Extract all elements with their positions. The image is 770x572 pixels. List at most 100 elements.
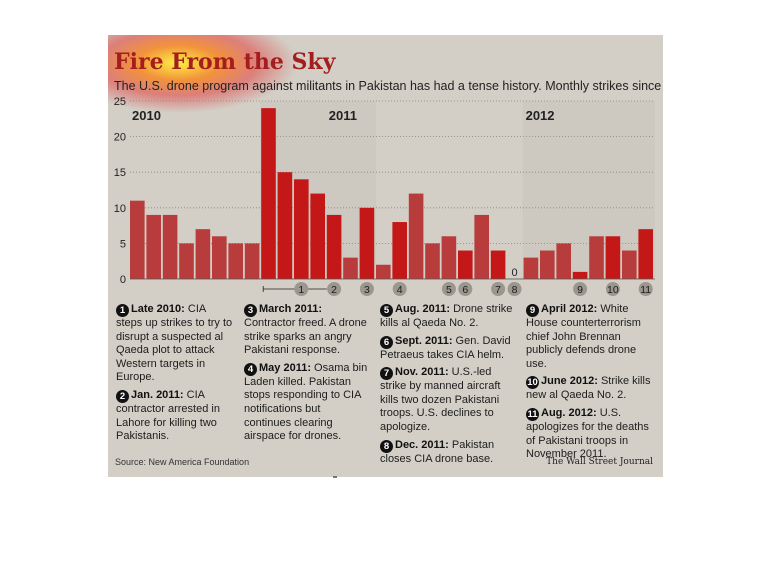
bar	[359, 207, 375, 279]
chart-subtitle: The U.S. drone program against militants…	[114, 79, 663, 93]
event-marker-label: 11	[640, 284, 651, 296]
bar	[392, 222, 407, 279]
event-marker	[392, 282, 407, 296]
event-text: White House counterterrorism chief John …	[526, 303, 641, 370]
event-date: Dec. 2011:	[395, 438, 449, 451]
event-item: 3 March 2011: Contractor freed. A drone s…	[244, 303, 369, 358]
y-tick-label: 25	[114, 96, 126, 108]
event-number-badge: 2	[116, 389, 129, 403]
event-item: 7 Nov. 2011: U.S.-led strike by manned ai…	[380, 366, 514, 434]
event-date: April 2012:	[541, 303, 598, 315]
event-number-badge: 6	[380, 335, 393, 349]
event-marker	[638, 282, 653, 296]
zero-value-label: 0	[511, 267, 517, 279]
event-marker	[605, 282, 620, 296]
event-number-badge: 10	[526, 376, 539, 390]
year-label: 2012	[526, 108, 555, 123]
event-number-badge: 5	[380, 304, 393, 317]
bar	[343, 257, 358, 279]
event-item: 11 Aug. 2012: U.S. apologizes for the dea…	[526, 407, 658, 462]
bar	[179, 243, 194, 279]
event-marker-label: 1	[298, 284, 304, 296]
event-text: CIA contractor arrested in Lahore for ki…	[116, 388, 220, 443]
bar	[490, 250, 506, 279]
event-marker-label: 2	[331, 284, 337, 296]
year-label: 2010	[132, 108, 161, 123]
event-number-badge: 3	[244, 304, 257, 317]
bar	[622, 250, 637, 279]
event-text: Pakistan closes CIA drone base.	[380, 438, 495, 465]
events-column-3: 5 Aug. 2011: Drone strike kills al Qaeda …	[380, 303, 514, 470]
events-column-2: 3 March 2011: Contractor freed. A drone s…	[244, 303, 369, 448]
bar	[310, 193, 325, 279]
bar	[326, 214, 342, 279]
bar	[638, 229, 653, 279]
bar	[605, 236, 621, 279]
bar	[556, 243, 571, 279]
event-text: U.S.-led strike by manned aircraft kills…	[380, 366, 501, 433]
divider-mark	[333, 476, 337, 478]
event-item: 4 May 2011: Osama bin Laden killed. Pakis…	[244, 362, 369, 444]
event-marker	[458, 282, 473, 296]
event-item: 10 June 2012: Strike kills new al Qaeda N…	[526, 375, 658, 403]
highlight-overlay	[108, 35, 368, 145]
source-note: Source: New America Foundation	[115, 457, 250, 467]
bar	[228, 243, 243, 279]
bar	[195, 229, 211, 279]
events-column-1: 1 Late 2010: CIA steps up strikes to try …	[116, 303, 234, 448]
event-number-badge: 11	[526, 407, 539, 421]
event-marker	[294, 282, 309, 296]
event-date: May 2011:	[259, 361, 311, 374]
event-date: Jan. 2011:	[131, 388, 184, 401]
event-number-badge: 4	[244, 362, 257, 376]
event-text: U.S. apologizes for the deaths of Pakist…	[526, 406, 649, 461]
event-marker	[491, 282, 506, 296]
event-text: Drone strike kills al Qaeda No. 2.	[380, 303, 513, 329]
event-item: 6 Sept. 2011: Gen. David Petraeus takes C…	[380, 335, 514, 363]
event-item: 1 Late 2010: CIA steps up strikes to try …	[116, 303, 234, 385]
y-tick-label: 10	[114, 203, 126, 215]
event-marker-label: 8	[512, 284, 518, 296]
event-date: June 2012:	[541, 375, 598, 388]
bar	[441, 236, 457, 279]
bar	[244, 243, 260, 279]
event-text: Gen. David Petraeus takes CIA helm.	[380, 334, 511, 361]
year-band	[522, 101, 655, 279]
bar	[130, 200, 145, 279]
event-item: 8 Dec. 2011: Pakistan closes CIA drone ba…	[380, 439, 514, 467]
event-number-badge: 8	[380, 439, 393, 453]
bar	[425, 243, 440, 279]
event-number-badge: 7	[380, 367, 393, 381]
y-tick-label: 15	[114, 167, 126, 179]
bar	[458, 250, 473, 279]
event-marker-label: 3	[364, 284, 370, 296]
year-label: 2011	[329, 108, 357, 123]
bar	[294, 179, 309, 279]
event-marker	[441, 282, 456, 296]
bar	[589, 236, 604, 279]
event-date: Nov. 2011:	[395, 366, 449, 379]
chart-title: Fire From the Sky	[114, 49, 336, 75]
bar	[277, 172, 293, 279]
bar	[376, 264, 391, 279]
event-item: 9 April 2012: White House counterterroris…	[526, 303, 658, 371]
publisher-credit: The Wall Street Journal	[546, 457, 653, 467]
y-tick-label: 0	[120, 274, 126, 286]
bar	[572, 271, 588, 279]
event-date: Late 2010:	[131, 303, 185, 315]
bar	[474, 214, 489, 279]
bar	[261, 108, 276, 280]
bar	[162, 214, 178, 279]
event-number-badge: 9	[526, 304, 539, 317]
event-marker-label: 9	[577, 284, 583, 296]
event-text: Osama bin Laden killed. Pakistan stops r…	[244, 361, 368, 443]
y-tick-label: 20	[114, 132, 126, 144]
infographic-panel: Fire From the Sky The U.S. drone program…	[108, 35, 663, 477]
events-column-4: 9 April 2012: White House counterterroris…	[526, 303, 658, 466]
event-marker-label: 5	[446, 284, 452, 296]
event-item: 5 Aug. 2011: Drone strike kills al Qaeda …	[380, 303, 514, 331]
event-marker	[359, 282, 374, 296]
event-text: Contractor freed. A drone strike sparks …	[244, 317, 367, 357]
event-text: CIA steps up strikes to try to disrupt a…	[116, 303, 233, 384]
